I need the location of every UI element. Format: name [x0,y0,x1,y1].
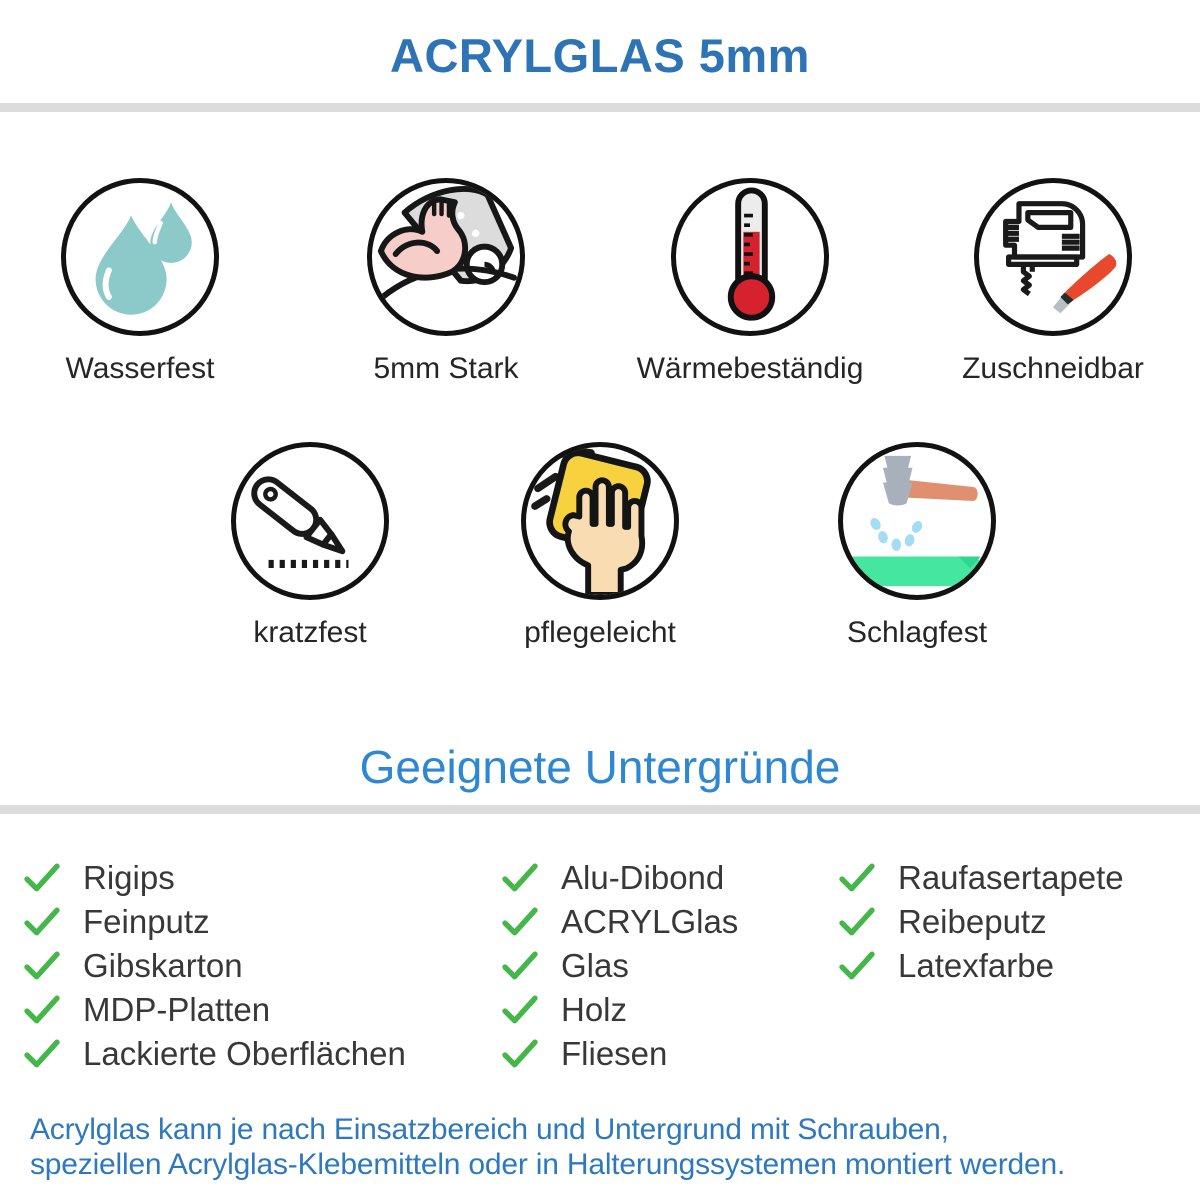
page-title: ACRYLGLAS 5mm [390,29,810,82]
substrate-label: Rigips [83,859,175,896]
list-item: Latexfarbe [838,944,1124,988]
substrate-label: Alu-Dibond [561,859,725,896]
list-item: Rigips [23,856,406,900]
substrate-label: Feinputz [83,903,210,940]
substrate-label: Holz [561,991,628,1028]
list-item: Holz [501,988,738,1032]
divider [0,103,1200,112]
feature-label: Wasserfest [65,352,215,385]
utility-knife-icon [231,442,389,600]
checkmark-icon [502,907,538,936]
substrate-label: Raufasertapete [898,859,1124,896]
substrate-column-2: Alu-Dibond ACRYLGlas Glas Holz Fliesen [501,856,738,1076]
checkmark-icon [24,951,60,980]
wipe-hand-icon [521,442,679,600]
list-item: Fliesen [501,1032,738,1076]
feature-wasserfest: Wasserfest [0,178,290,386]
list-item: Glas [501,944,738,988]
muscle-arm-icon [367,178,525,336]
feature-zuschneidbar: Zuschneidbar [903,178,1200,386]
substrate-label: Reibeputz [898,903,1047,940]
list-item: ACRYLGlas [501,900,738,944]
checkmark-icon [839,951,875,980]
checkmark-icon [24,863,60,892]
footer-line-2: speziellen Acrylglas-Klebemitteln oder i… [30,1148,1066,1181]
list-item: Gibskarton [23,944,406,988]
substrate-column-1: Rigips Feinputz Gibskarton MDP-Platten L… [23,856,406,1076]
checkmark-icon [502,1039,538,1068]
list-item: Alu-Dibond [501,856,738,900]
footer-line-1: Acrylglas kann je nach Einsatzbereich un… [30,1113,949,1146]
feature-label: Schlagfest [846,616,988,649]
feature-label: Zuschneidbar [962,352,1144,385]
footer-note: Acrylglas kann je nach Einsatzbereich un… [30,1112,1180,1182]
section-title: Geeignete Untergründe [359,741,841,793]
water-drops-icon [61,178,219,336]
list-item: Lackierte Oberflächen [23,1032,406,1076]
list-item: MDP-Platten [23,988,406,1032]
list-item: Raufasertapete [838,856,1124,900]
feature-waermebestaendig: Wärmebeständig [600,178,900,386]
feature-label: 5mm Stark [373,352,519,385]
feature-label: Wärmebeständig [636,352,864,385]
checkmark-icon [839,907,875,936]
checkmark-icon [24,1039,60,1068]
substrate-label: Glas [561,947,629,984]
feature-label: pflegeleicht [524,616,676,649]
checkmark-icon [502,863,538,892]
feature-5mm-stark: 5mm Stark [296,178,596,386]
feature-label: kratzfest [253,616,367,649]
list-item: Feinputz [23,900,406,944]
substrate-column-3: Raufasertapete Reibeputz Latexfarbe [838,856,1124,988]
checkmark-icon [839,863,875,892]
checkmark-icon [502,995,538,1024]
feature-kratzfest: kratzfest [160,442,460,650]
feature-pflegeleicht: pflegeleicht [450,442,750,650]
substrate-label: Gibskarton [83,947,243,984]
checkmark-icon [502,951,538,980]
divider [0,805,1200,814]
checkmark-icon [24,907,60,936]
hammer-icon [838,442,996,600]
substrate-label: MDP-Platten [83,991,271,1028]
substrate-label: Lackierte Oberflächen [83,1035,406,1072]
list-item: Reibeputz [838,900,1124,944]
substrate-label: ACRYLGlas [561,903,739,940]
substrate-label: Fliesen [561,1035,668,1072]
thermometer-icon [671,178,829,336]
feature-schlagfest: Schlagfest [767,442,1067,650]
jigsaw-icon [974,178,1132,336]
substrate-label: Latexfarbe [898,947,1054,984]
checkmark-icon [24,995,60,1024]
